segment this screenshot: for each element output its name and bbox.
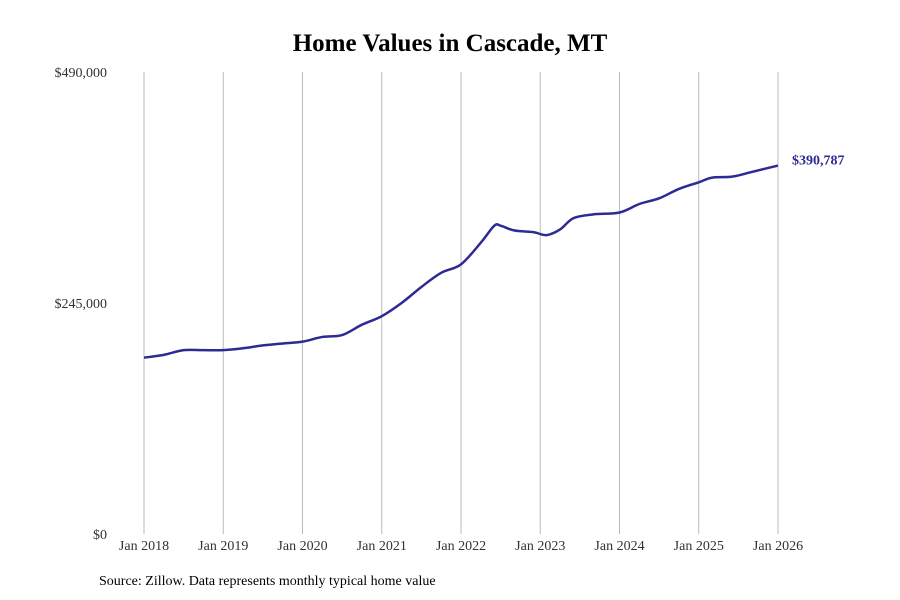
x-tick-label: Jan 2025 xyxy=(674,539,724,554)
end-value-label: $390,787 xyxy=(792,154,845,169)
x-tick-label: Jan 2019 xyxy=(198,539,248,554)
x-tick-label: Jan 2021 xyxy=(357,539,407,554)
x-tick-label: Jan 2023 xyxy=(515,539,565,554)
series-line xyxy=(143,164,779,359)
y-tick-label: $245,000 xyxy=(55,297,108,312)
x-tick-label: Jan 2018 xyxy=(119,539,169,554)
y-tick-label: $490,000 xyxy=(55,66,108,81)
x-tick-label: Jan 2020 xyxy=(277,539,327,554)
y-tick-label: $0 xyxy=(93,528,107,543)
x-tick-label: Jan 2024 xyxy=(594,539,644,554)
chart-title: Home Values in Cascade, MT xyxy=(292,30,608,57)
x-tick-label: Jan 2022 xyxy=(436,539,486,554)
source-note: Source: Zillow. Data represents monthly … xyxy=(99,574,436,589)
x-tick-label: Jan 2026 xyxy=(753,539,803,554)
